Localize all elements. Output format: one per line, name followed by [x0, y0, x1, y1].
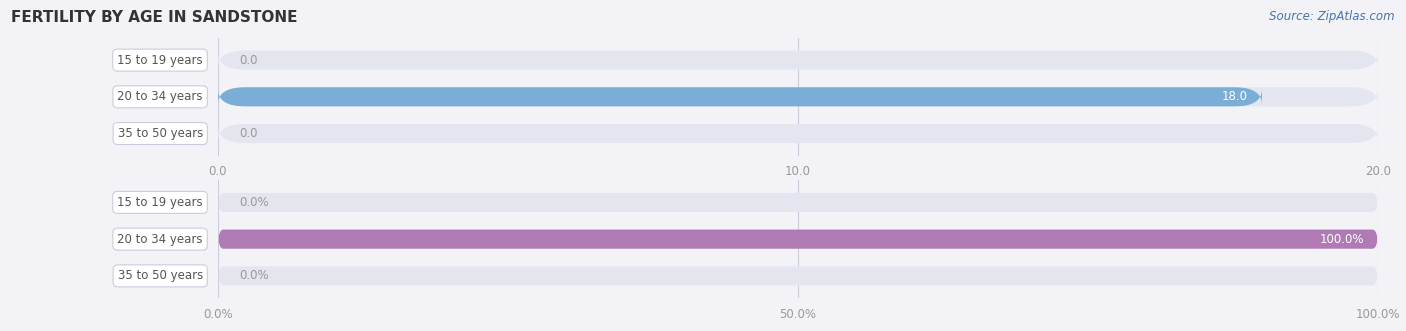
Text: Source: ZipAtlas.com: Source: ZipAtlas.com — [1270, 10, 1395, 23]
Text: 0.0%: 0.0% — [239, 269, 269, 282]
Text: 0.0: 0.0 — [239, 54, 257, 67]
FancyBboxPatch shape — [218, 124, 1378, 143]
Text: 0.0%: 0.0% — [239, 196, 269, 209]
Text: 0.0: 0.0 — [239, 127, 257, 140]
FancyBboxPatch shape — [218, 230, 1378, 249]
FancyBboxPatch shape — [218, 87, 1378, 106]
Text: 15 to 19 years: 15 to 19 years — [117, 196, 202, 209]
Text: 35 to 50 years: 35 to 50 years — [118, 127, 202, 140]
Text: 18.0: 18.0 — [1222, 90, 1249, 103]
Text: 100.0%: 100.0% — [1319, 233, 1364, 246]
FancyBboxPatch shape — [218, 230, 1378, 249]
Text: FERTILITY BY AGE IN SANDSTONE: FERTILITY BY AGE IN SANDSTONE — [11, 10, 298, 25]
Text: 20 to 34 years: 20 to 34 years — [117, 90, 202, 103]
FancyBboxPatch shape — [218, 193, 1378, 212]
FancyBboxPatch shape — [218, 51, 1378, 70]
FancyBboxPatch shape — [218, 266, 1378, 285]
Text: 35 to 50 years: 35 to 50 years — [118, 269, 202, 282]
FancyBboxPatch shape — [218, 87, 1263, 106]
Text: 15 to 19 years: 15 to 19 years — [117, 54, 202, 67]
Text: 20 to 34 years: 20 to 34 years — [117, 233, 202, 246]
